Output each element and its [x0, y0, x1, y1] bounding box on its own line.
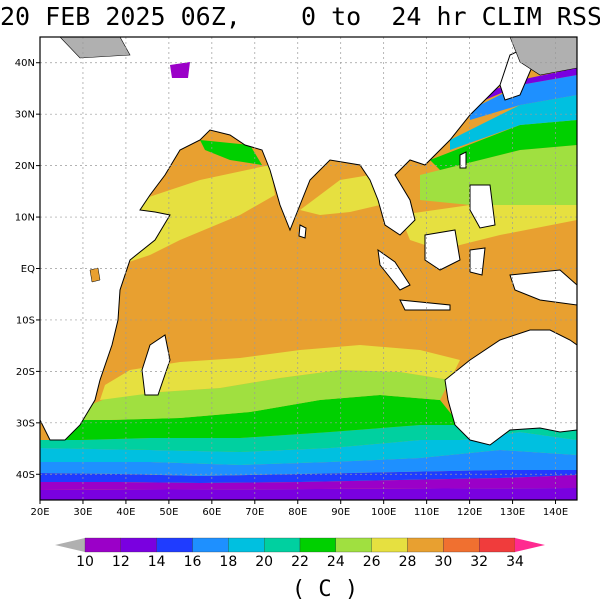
colorbar-low-triangle [55, 538, 85, 552]
lake-victoria [89, 267, 101, 283]
lon-tick-label: 90E [331, 507, 350, 518]
sst-field [40, 37, 577, 500]
lon-tick-label: 40E [116, 507, 135, 518]
map-title: 20 FEB 2025 06Z, 0 to 24 hr CLIM RSST [0, 2, 600, 31]
lon-tick-label: 60E [202, 507, 221, 518]
lon-tick-label: 20E [30, 507, 49, 518]
lon-tick-label: 50E [159, 507, 178, 518]
band-26-28 [100, 345, 460, 400]
band-24-26 [80, 370, 450, 420]
band-24-26-west-pacific [420, 145, 577, 205]
colorbar-label: 10 [76, 554, 94, 570]
band-26-28-bay-of-bengal [300, 175, 380, 215]
colorbar-label: 14 [148, 554, 166, 570]
band-16-18 [40, 450, 577, 476]
colorbar-box [264, 537, 301, 553]
lat-tick-label: 30N [15, 110, 35, 121]
land [40, 37, 577, 446]
lat-tick-label: 20N [15, 161, 35, 172]
lon-tick-label: 100E [371, 507, 396, 518]
lon-tick-labels: 20E 30E 40E 50E 60E 70E 80E 90E 100E 110E 120E 130E… [30, 500, 568, 518]
lon-tick-label: 80E [288, 507, 307, 518]
lat-tick-label: 40N [15, 58, 35, 69]
lon-tick-label: 140E [543, 507, 568, 518]
colorbar-label: 24 [327, 554, 345, 570]
band-12-14-north [480, 68, 577, 100]
colorbar-label: 20 [255, 554, 273, 570]
band-20-22 [40, 425, 577, 452]
lon-tick-label: 130E [500, 507, 525, 518]
lat-tick-label: EQ [21, 264, 35, 275]
land-grey-northeast [509, 37, 577, 76]
lon-tick-label: 70E [245, 507, 264, 518]
colorbar-box [84, 537, 121, 553]
band-26-28-arabian-sea [120, 165, 275, 265]
lat-tick-label: 10N [15, 213, 35, 224]
colorbar-box [407, 537, 444, 553]
colorbar-box [479, 537, 516, 553]
colorbar-label: 12 [112, 554, 130, 570]
band-18-20 [40, 432, 577, 465]
lat-tick-label: 40S [16, 470, 35, 481]
lat-tick-label: 30S [16, 418, 35, 429]
colorbar-box [443, 537, 480, 553]
band-16-18-north [470, 75, 577, 120]
band-18-22-north [450, 95, 577, 150]
band-22-24-north [430, 120, 577, 170]
colorbar-label: 32 [470, 554, 488, 570]
colorbar-box [192, 537, 229, 553]
colorbar-box [120, 537, 157, 553]
colorbar-label: 34 [506, 554, 524, 570]
units-label: ( C ) [291, 577, 359, 602]
colorbar-box [335, 537, 372, 553]
band-below-12 [40, 488, 577, 500]
lon-tick-label: 120E [457, 507, 482, 518]
colorbar-box [228, 537, 265, 553]
lat-tick-labels: 40N 30N 20N 10N EQ 10S 20S 30S 40S [15, 58, 40, 481]
colorbar-high-triangle [515, 538, 545, 552]
band-14-16 [40, 470, 577, 483]
band-gulf-oman [200, 140, 262, 165]
lat-tick-label: 10S [16, 315, 35, 326]
band-22-24 [40, 395, 460, 440]
colorbar: 10 12 14 16 18 20 22 24 26 28 30 32 34 [55, 537, 545, 570]
band-12-14 [40, 475, 577, 490]
colorbar-box [299, 537, 336, 553]
lon-tick-label: 110E [414, 507, 439, 518]
colorbar-box [371, 537, 408, 553]
lat-tick-label: 20S [16, 367, 35, 378]
colorbar-label: 22 [291, 554, 309, 570]
colorbar-label: 30 [434, 554, 452, 570]
caspian-sea [170, 62, 190, 78]
lon-tick-label: 30E [73, 507, 92, 518]
colorbar-label: 26 [363, 554, 381, 570]
land-grey-north [59, 37, 131, 59]
colorbar-label: 18 [219, 554, 237, 570]
colorbar-label: 28 [399, 554, 417, 570]
colorbar-box [156, 537, 193, 553]
colorbar-label: 16 [184, 554, 202, 570]
